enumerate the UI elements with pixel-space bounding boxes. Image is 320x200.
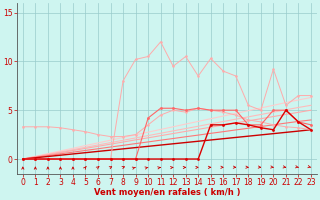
- X-axis label: Vent moyen/en rafales ( km/h ): Vent moyen/en rafales ( km/h ): [94, 188, 240, 197]
